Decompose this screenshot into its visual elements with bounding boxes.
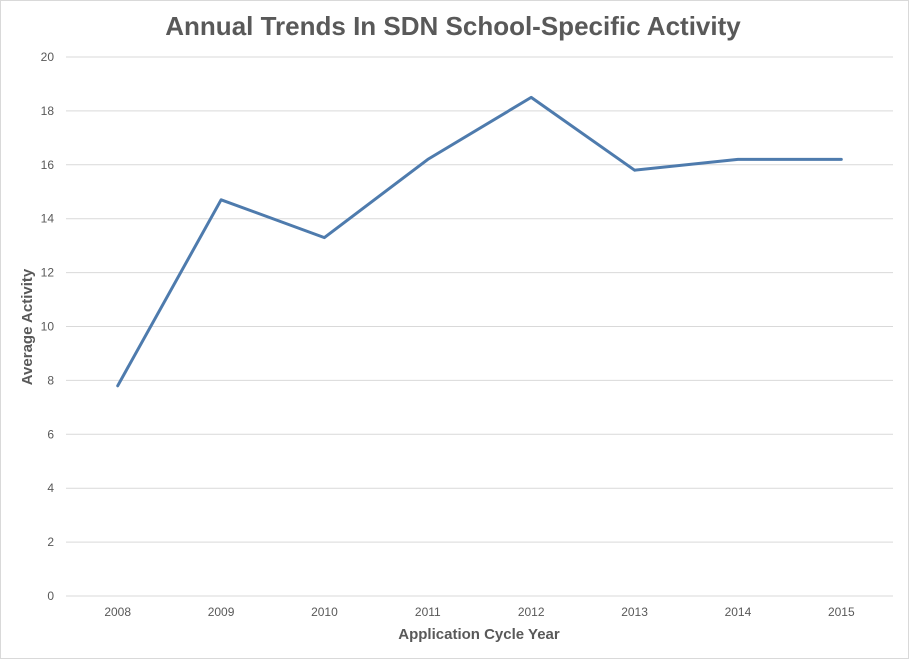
series-line [116,95,843,388]
x-tick-label: 2011 [415,605,441,619]
y-axis-ticks: 0 2 4 6 8 10 12 14 16 18 20 [41,50,55,603]
x-tick-label: 2014 [725,605,752,619]
x-tick-label: 2009 [208,605,235,619]
x-tick-label: 2013 [621,605,648,619]
y-tick-label: 12 [41,266,55,280]
x-axis-title: Application Cycle Year [398,626,560,643]
gridlines [66,56,893,597]
y-tick-label: 2 [47,535,54,549]
y-tick-label: 10 [41,320,55,334]
y-axis-title: Average Activity [19,268,36,385]
x-tick-label: 2012 [518,605,545,619]
x-tick-label: 2015 [828,605,855,619]
y-tick-label: 16 [41,158,55,172]
y-tick-label: 20 [41,50,55,64]
y-tick-label: 14 [41,212,55,226]
y-tick-label: 6 [47,427,54,441]
y-tick-label: 4 [47,481,54,495]
series-layer [116,95,843,388]
y-tick-label: 0 [47,589,54,603]
y-tick-label: 18 [41,104,55,118]
chart-title: Annual Trends In SDN School-Specific Act… [165,11,741,41]
x-tick-label: 2008 [104,605,131,619]
y-tick-label: 8 [47,373,54,387]
x-tick-label: 2010 [311,605,338,619]
x-axis-ticks: 2008 2009 2010 2011 2012 2013 2014 2015 [104,605,855,619]
